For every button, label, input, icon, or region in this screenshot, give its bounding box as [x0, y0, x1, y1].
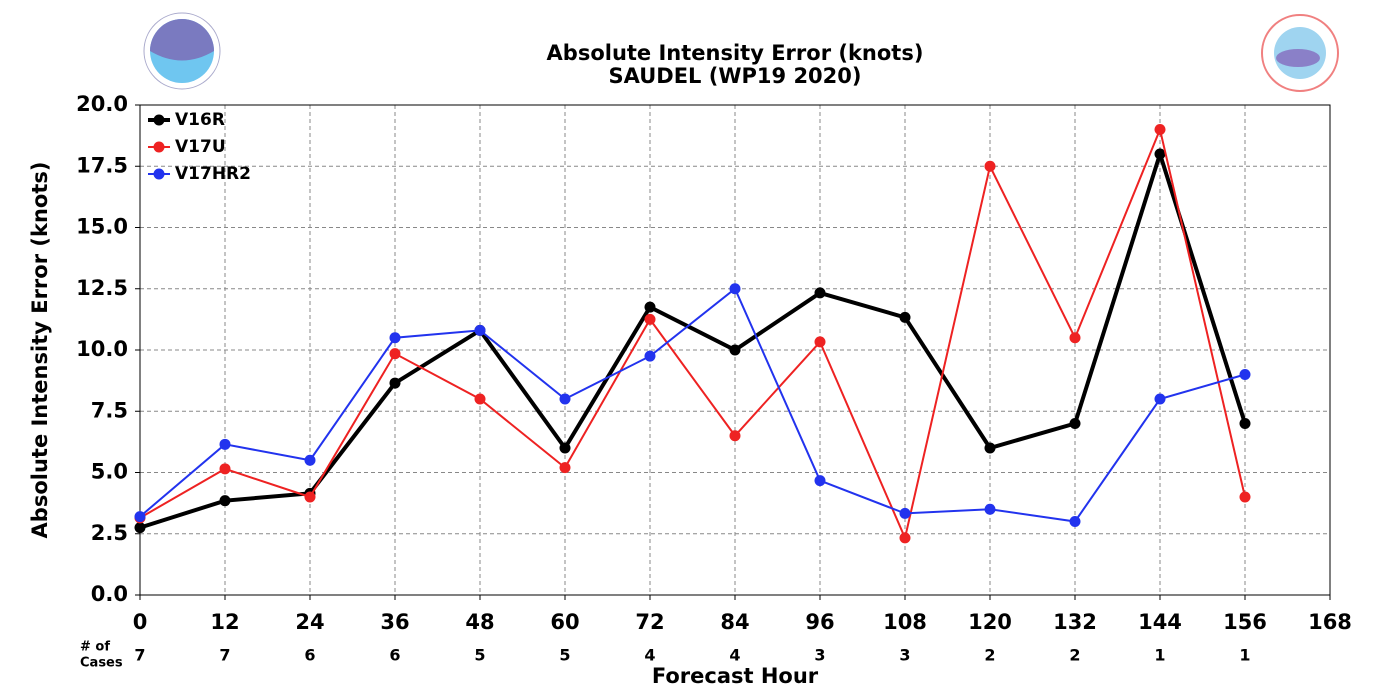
- cases-label: # of: [80, 640, 110, 655]
- x-tick-label: 168: [1308, 610, 1352, 634]
- case-count: 5: [559, 646, 570, 665]
- data-point: [219, 438, 231, 450]
- x-axis-label: Forecast Hour: [652, 664, 819, 688]
- data-point: [1069, 332, 1081, 344]
- data-point: [219, 463, 231, 475]
- x-tick-label: 36: [380, 610, 409, 634]
- x-tick-label: 108: [883, 610, 927, 634]
- x-tick-label: 72: [635, 610, 664, 634]
- data-point: [1069, 418, 1081, 429]
- series-line: [139, 287, 1246, 523]
- x-tick-label: 60: [550, 610, 579, 634]
- y-tick-label: 7.5: [91, 398, 128, 422]
- data-point: [389, 332, 401, 344]
- x-tick-label: 84: [720, 610, 749, 634]
- data-point: [644, 313, 656, 325]
- legend-label: V17U: [175, 137, 226, 157]
- x-tick-label: 24: [295, 610, 324, 634]
- x-tick-label: 144: [1138, 610, 1182, 634]
- data-point: [304, 491, 316, 503]
- data-point: [559, 393, 571, 405]
- data-point: [984, 503, 996, 515]
- x-tick-label: 48: [465, 610, 494, 634]
- data-point: [729, 344, 741, 356]
- chart-title: Absolute Intensity Error (knots): [547, 41, 924, 65]
- data-point: [899, 311, 911, 323]
- x-tick-label: 156: [1223, 610, 1267, 634]
- y-tick-label: 17.5: [76, 153, 128, 177]
- y-tick-label: 2.5: [91, 521, 128, 545]
- case-count: 3: [899, 646, 910, 665]
- case-count: 4: [644, 646, 655, 665]
- data-point: [899, 532, 911, 544]
- case-count: 4: [729, 646, 740, 665]
- data-point: [559, 462, 571, 474]
- noaa-logo: [143, 12, 221, 90]
- legend-label: V17HR2: [175, 164, 251, 184]
- y-axis-label: Absolute Intensity Error (knots): [28, 162, 52, 539]
- data-point: [304, 454, 316, 466]
- case-count: 2: [1069, 646, 1080, 665]
- x-tick-label: 12: [210, 610, 239, 634]
- y-tick-label: 5.0: [91, 460, 128, 484]
- legend-label: V16R: [175, 110, 225, 130]
- data-point: [474, 324, 486, 336]
- case-count: 3: [814, 646, 825, 665]
- data-point: [474, 393, 486, 405]
- data-point: [814, 287, 826, 299]
- legend-marker: [153, 168, 165, 180]
- nws-logo: [1261, 14, 1339, 92]
- data-point: [1239, 491, 1251, 503]
- case-count: 6: [304, 646, 315, 665]
- case-count: 7: [134, 646, 145, 665]
- y-tick-label: 20.0: [76, 92, 128, 116]
- x-tick-label: 96: [805, 610, 834, 634]
- data-point: [389, 348, 401, 360]
- data-point: [814, 336, 826, 348]
- legend-marker: [153, 114, 165, 126]
- x-tick-label: 120: [968, 610, 1012, 634]
- data-point: [219, 495, 231, 507]
- data-point: [1154, 393, 1166, 405]
- data-point: [729, 283, 741, 295]
- x-tick-label: 132: [1053, 610, 1097, 634]
- data-point: [899, 507, 911, 519]
- data-point: [984, 442, 996, 454]
- x-tick-label: 0: [133, 610, 148, 634]
- case-count: 6: [389, 646, 400, 665]
- case-count: 5: [474, 646, 485, 665]
- data-point: [559, 442, 571, 454]
- case-count: 1: [1154, 646, 1165, 665]
- plot-frame: [139, 104, 1331, 596]
- data-point: [389, 377, 401, 389]
- data-point: [1239, 369, 1251, 380]
- data-point: [1069, 516, 1081, 527]
- case-count: 2: [984, 646, 995, 665]
- data-point: [644, 350, 656, 362]
- data-point: [984, 160, 996, 172]
- data-point: [1239, 418, 1251, 429]
- case-count: 7: [219, 646, 230, 665]
- y-tick-label: 10.0: [76, 337, 128, 361]
- series-line: [139, 126, 1246, 542]
- legend-marker: [153, 141, 165, 153]
- cases-label: Cases: [80, 656, 123, 671]
- y-tick-label: 0.0: [91, 582, 128, 606]
- data-point: [814, 475, 826, 487]
- case-count: 1: [1239, 646, 1250, 665]
- data-point: [644, 301, 656, 313]
- chart-subtitle: SAUDEL (WP19 2020): [609, 64, 862, 88]
- y-tick-label: 12.5: [76, 276, 128, 300]
- y-tick-label: 15.0: [76, 215, 128, 239]
- data-point: [134, 522, 146, 534]
- data-point: [1154, 124, 1166, 135]
- data-point: [729, 430, 741, 442]
- data-point: [134, 511, 146, 523]
- data-point: [1154, 148, 1166, 160]
